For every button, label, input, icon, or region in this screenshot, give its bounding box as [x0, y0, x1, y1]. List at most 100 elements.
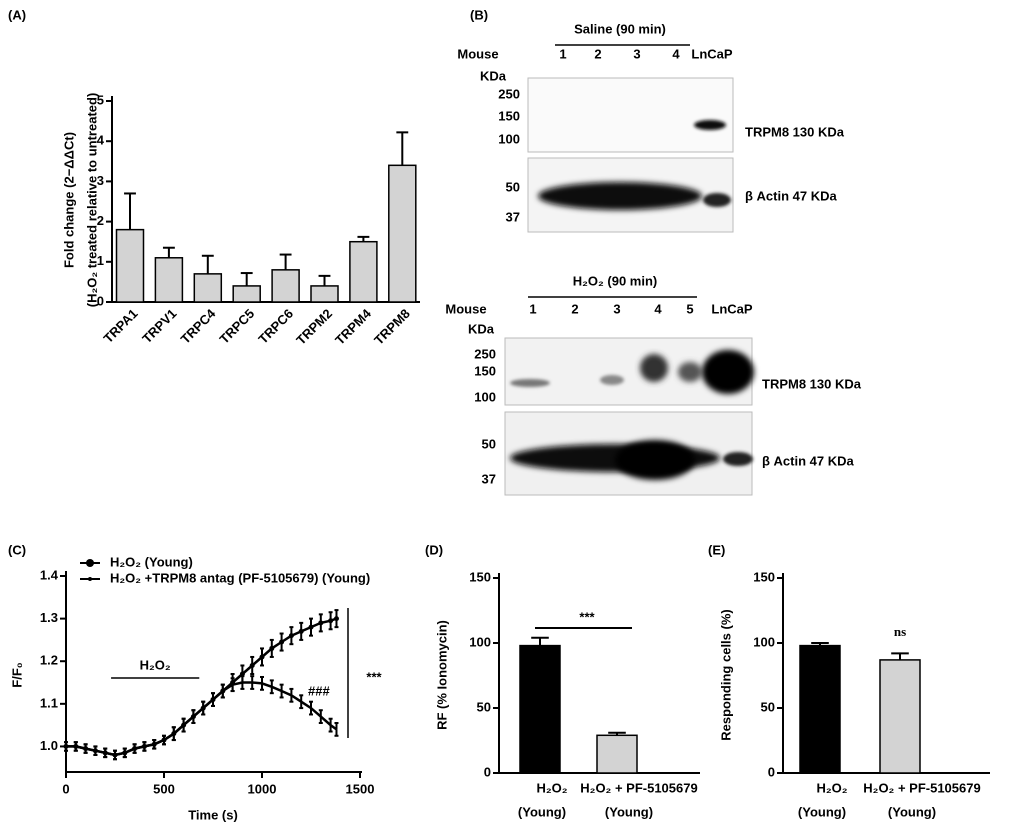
- x-tick-label: H₂O₂: [816, 780, 847, 795]
- y-axis-label: Fold change (2−ΔΔCt): [61, 132, 76, 268]
- y-tick-label: 2: [97, 213, 104, 228]
- size-marker: 250: [474, 346, 496, 361]
- legend-marker: [86, 559, 94, 567]
- control-label: LnCaP: [711, 301, 753, 316]
- size-marker: 50: [506, 179, 520, 194]
- lane-label: 2: [594, 46, 601, 61]
- band-label: β Actin 47 KDa: [745, 188, 838, 203]
- error-bar: [396, 131, 409, 166]
- blot-band: [538, 182, 702, 210]
- y-tick-label: 50: [477, 699, 491, 714]
- y-tick-label: 0: [484, 764, 491, 779]
- error-bar: [162, 246, 175, 258]
- lane-label: 4: [654, 301, 662, 316]
- size-marker: 50: [482, 436, 496, 451]
- size-marker: 100: [474, 389, 496, 404]
- y-axis-label: F/F₀: [9, 662, 24, 687]
- bar: [519, 644, 561, 774]
- point: [298, 628, 304, 634]
- size-marker: 250: [498, 86, 520, 101]
- y-tick-label: 100: [753, 634, 775, 649]
- legend-marker: [88, 577, 92, 581]
- blot-band: [694, 120, 726, 130]
- bar: [349, 240, 378, 303]
- y-tick-label: 1.0: [40, 738, 58, 753]
- blot-band: [723, 452, 753, 466]
- kda-label: KDa: [468, 321, 495, 336]
- bar: [271, 269, 300, 303]
- panel-label: (A): [8, 7, 26, 22]
- blot-images: [504, 44, 754, 496]
- y-tick-label: 5: [97, 92, 104, 107]
- bar: [388, 164, 417, 303]
- x-tick-sublabel: (Young): [518, 804, 566, 819]
- bar: [154, 257, 184, 303]
- point: [333, 616, 339, 622]
- lane-label: 4: [672, 46, 680, 61]
- y-tick-label: 150: [469, 569, 491, 584]
- y-tick-label: 4: [97, 133, 105, 148]
- blot-band: [703, 193, 731, 207]
- bar: [799, 644, 841, 774]
- bar: [232, 285, 261, 303]
- point: [249, 662, 255, 668]
- error-bar: [318, 274, 331, 286]
- size-marker: 100: [498, 131, 520, 146]
- error-bar: [201, 254, 214, 274]
- x-tick-label: TRPM2: [293, 306, 335, 348]
- panel-label: (C): [8, 542, 26, 557]
- error-bar: [334, 729, 339, 737]
- lane-label: 1: [529, 301, 536, 316]
- size-marker: 37: [482, 471, 496, 486]
- y-tick-label: 50: [761, 699, 775, 714]
- x-tick-sublabel: (Young): [888, 804, 936, 819]
- control-label: LnCaP: [691, 46, 733, 61]
- x-tick-label: H₂O₂ + PF-5105679: [863, 780, 980, 795]
- x-tick-label: 1500: [346, 781, 375, 796]
- legend-label: H₂O₂ +TRPM8 antag (PF-5105679) (Young): [110, 570, 370, 585]
- point: [259, 654, 265, 660]
- lane-label: 3: [613, 301, 620, 316]
- x-tick-label: H₂O₂: [536, 780, 567, 795]
- legend-label: H₂O₂ (Young): [110, 554, 193, 569]
- x-tick-sublabel: (Young): [798, 804, 846, 819]
- lane-label: 3: [633, 46, 640, 61]
- annotation: ns: [894, 624, 906, 639]
- point: [288, 633, 294, 639]
- x-tick-label: TRPA1: [100, 306, 140, 346]
- error-bar: [357, 235, 370, 242]
- blot-band: [640, 354, 668, 382]
- error-bar: [240, 272, 253, 286]
- y-tick-label: 100: [469, 634, 491, 649]
- x-axis-label: Time (s): [188, 807, 238, 822]
- annotation: ***: [579, 609, 595, 624]
- bar: [596, 734, 638, 774]
- band-label: TRPM8 130 KDa: [762, 376, 862, 391]
- error-bar: [279, 253, 292, 270]
- panel-label: (D): [425, 542, 443, 557]
- x-tick-label: TRPM8: [371, 306, 413, 348]
- blot-band: [678, 362, 702, 382]
- size-marker: 37: [506, 209, 520, 224]
- y-tick-label: 1.4: [40, 567, 59, 582]
- x-tick-label: TRPM4: [332, 305, 374, 347]
- error-bar: [124, 192, 136, 230]
- bar: [310, 285, 339, 303]
- x-tick-sublabel: (Young): [605, 804, 653, 819]
- panel-label: (E): [708, 542, 725, 557]
- blot-membrane: [527, 77, 734, 153]
- annotation: ###: [308, 683, 330, 698]
- point: [269, 645, 275, 651]
- blot-band: [510, 379, 550, 387]
- y-tick-label: 1.3: [40, 610, 58, 625]
- x-tick-label: TRPC5: [217, 306, 258, 347]
- size-marker: 150: [498, 108, 520, 123]
- bar: [115, 228, 145, 303]
- point: [318, 620, 324, 626]
- x-tick-label: TRPC4: [178, 305, 219, 346]
- y-tick-label: 0: [768, 764, 775, 779]
- mouse-label: Mouse: [457, 46, 498, 61]
- y-axis-label: Responding cells (%): [718, 609, 733, 740]
- blot-title: H₂O₂ (90 min): [573, 273, 658, 288]
